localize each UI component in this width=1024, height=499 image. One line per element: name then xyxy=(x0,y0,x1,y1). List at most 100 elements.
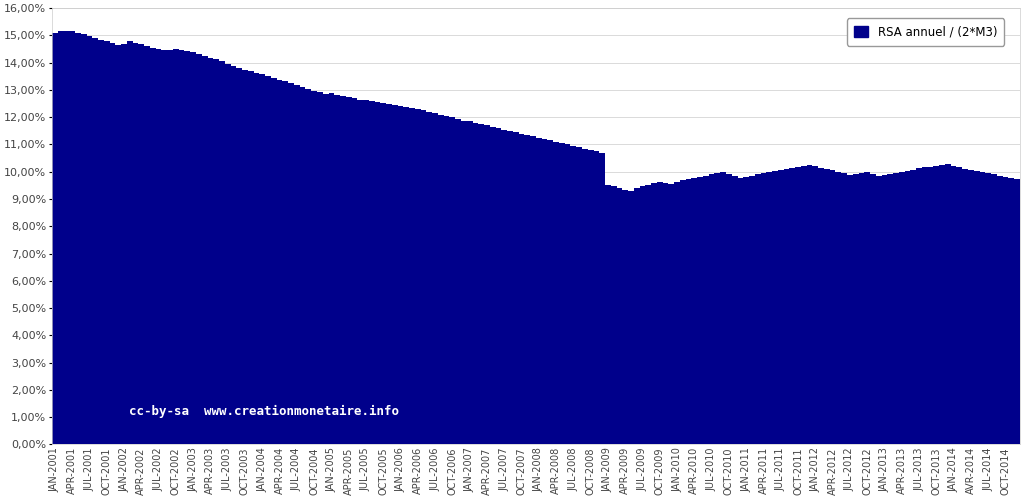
Legend: RSA annuel / (2*M3): RSA annuel / (2*M3) xyxy=(847,18,1005,45)
Bar xyxy=(305,89,311,445)
Bar xyxy=(1002,177,1009,445)
Bar xyxy=(715,173,720,445)
Bar xyxy=(836,172,842,445)
Bar xyxy=(357,99,364,445)
Bar xyxy=(150,48,156,445)
Bar xyxy=(162,49,167,445)
Bar xyxy=(230,66,237,445)
Bar xyxy=(888,174,893,445)
Bar xyxy=(116,45,121,445)
Bar xyxy=(1014,180,1020,445)
Bar xyxy=(248,71,254,445)
Bar xyxy=(311,90,317,445)
Bar xyxy=(686,179,691,445)
Bar xyxy=(179,50,184,445)
Bar xyxy=(530,136,536,445)
Bar xyxy=(548,140,553,445)
Bar xyxy=(651,183,656,445)
Bar xyxy=(369,101,375,445)
Bar xyxy=(346,97,351,445)
Bar xyxy=(329,93,334,445)
Bar xyxy=(461,120,467,445)
Bar xyxy=(294,85,300,445)
Bar xyxy=(92,37,98,445)
Bar xyxy=(225,64,230,445)
Bar xyxy=(824,169,829,445)
Text: cc-by-sa  www.creationmonetaire.info: cc-by-sa www.creationmonetaire.info xyxy=(129,405,399,418)
Bar xyxy=(364,100,369,445)
Bar xyxy=(1009,178,1014,445)
Bar xyxy=(956,167,963,445)
Bar xyxy=(317,92,323,445)
Bar xyxy=(945,164,950,445)
Bar xyxy=(761,173,766,445)
Bar xyxy=(726,175,732,445)
Bar xyxy=(254,73,259,445)
Bar xyxy=(796,167,801,445)
Bar xyxy=(588,150,594,445)
Bar xyxy=(996,176,1002,445)
Bar xyxy=(623,190,628,445)
Bar xyxy=(893,173,899,445)
Bar xyxy=(351,98,357,445)
Bar xyxy=(202,56,208,445)
Bar xyxy=(950,166,956,445)
Bar xyxy=(656,182,663,445)
Bar xyxy=(790,168,796,445)
Bar xyxy=(456,119,461,445)
Bar xyxy=(489,127,496,445)
Bar xyxy=(985,173,991,445)
Bar xyxy=(57,31,63,445)
Bar xyxy=(974,171,980,445)
Bar xyxy=(755,175,761,445)
Bar xyxy=(432,113,438,445)
Bar xyxy=(916,169,922,445)
Bar xyxy=(778,170,783,445)
Bar xyxy=(415,109,421,445)
Bar xyxy=(934,166,939,445)
Bar xyxy=(133,43,138,445)
Bar xyxy=(980,172,985,445)
Bar xyxy=(472,123,478,445)
Bar xyxy=(847,175,853,445)
Bar xyxy=(594,151,599,445)
Bar xyxy=(807,165,812,445)
Bar xyxy=(743,177,750,445)
Bar xyxy=(184,51,190,445)
Bar xyxy=(599,153,605,445)
Bar xyxy=(70,31,75,445)
Bar xyxy=(397,106,403,445)
Bar xyxy=(138,44,144,445)
Bar xyxy=(801,166,807,445)
Bar xyxy=(443,116,450,445)
Bar xyxy=(52,33,57,445)
Bar xyxy=(882,175,888,445)
Bar xyxy=(842,173,847,445)
Bar xyxy=(213,59,219,445)
Bar xyxy=(818,168,824,445)
Bar xyxy=(750,176,755,445)
Bar xyxy=(864,172,870,445)
Bar xyxy=(904,171,910,445)
Bar xyxy=(156,48,162,445)
Bar xyxy=(968,170,974,445)
Bar xyxy=(219,61,225,445)
Bar xyxy=(663,183,669,445)
Bar xyxy=(669,184,674,445)
Bar xyxy=(709,175,715,445)
Bar xyxy=(570,146,577,445)
Bar xyxy=(939,165,945,445)
Bar xyxy=(276,80,283,445)
Bar xyxy=(783,169,790,445)
Bar xyxy=(720,172,726,445)
Bar xyxy=(628,191,634,445)
Bar xyxy=(610,187,616,445)
Bar xyxy=(680,181,686,445)
Bar xyxy=(564,145,570,445)
Bar xyxy=(766,172,772,445)
Bar xyxy=(899,172,904,445)
Bar xyxy=(380,103,386,445)
Bar xyxy=(858,173,864,445)
Bar xyxy=(242,69,248,445)
Bar xyxy=(167,50,173,445)
